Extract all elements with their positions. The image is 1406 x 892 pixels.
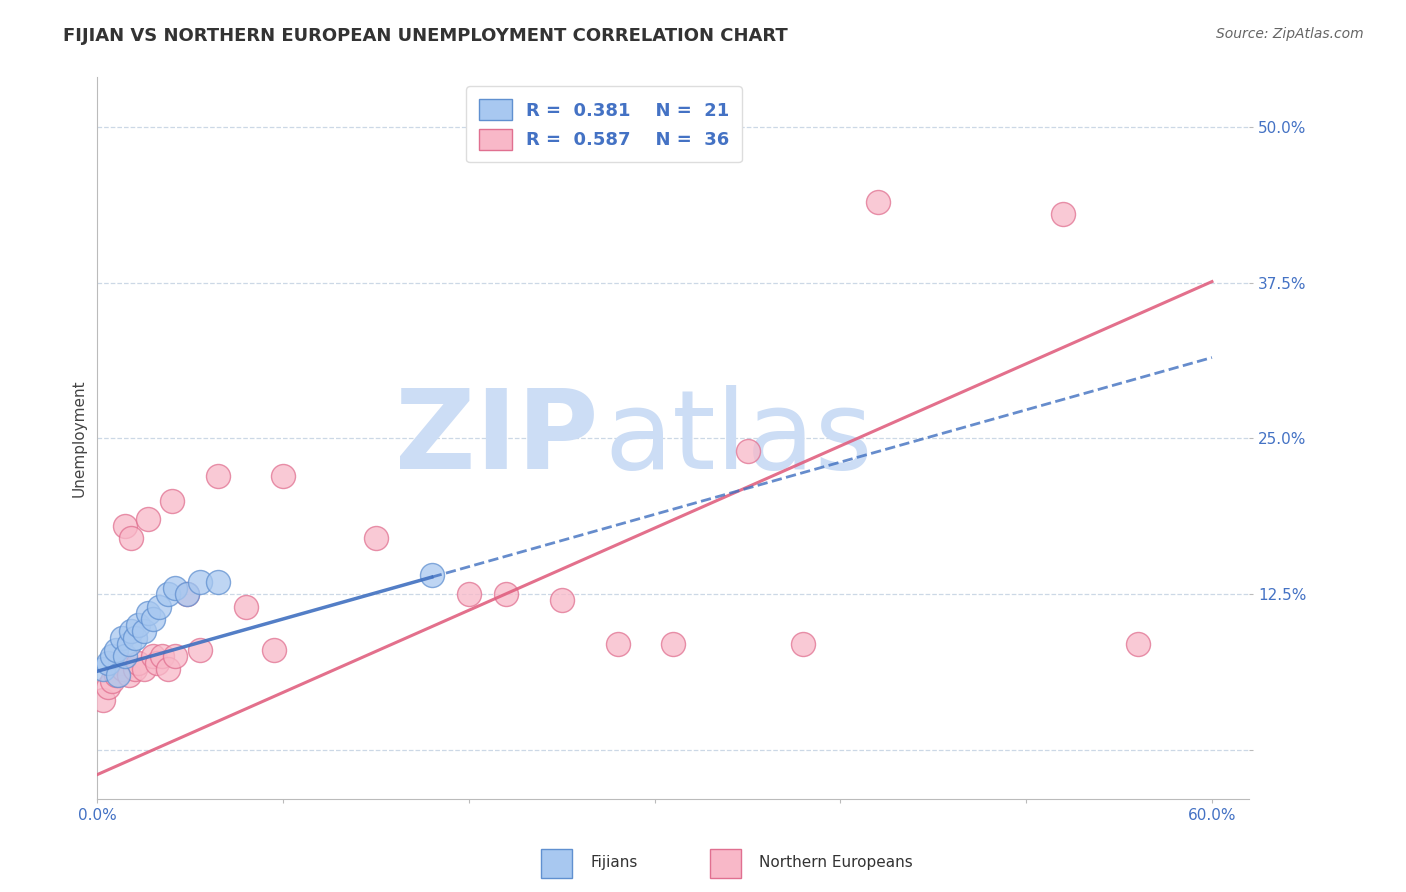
Point [112,662,135,676]
Point [263,643,285,657]
Text: atlas: atlas [605,385,873,492]
Point [156,662,179,676]
Point [364,531,387,545]
Point [207,574,229,589]
Point [188,574,211,589]
Point [118,668,141,682]
Point [104,643,127,657]
Legend: R =  0.381    N =  21, R =  0.587    N =  36: R = 0.381 N = 21, R = 0.587 N = 36 [467,87,742,162]
Text: ZIP: ZIP [395,385,599,492]
Point [1052,207,1074,221]
Point [104,668,127,682]
Point [551,593,574,607]
Text: Northern Europeans: Northern Europeans [759,855,912,870]
Point [91,693,114,707]
Point [120,624,142,639]
Point [127,656,149,670]
Bar [710,848,741,878]
Point [737,443,759,458]
Point [132,662,155,676]
Y-axis label: Unemployment: Unemployment [72,380,86,497]
Point [235,599,257,614]
Text: Source: ZipAtlas.com: Source: ZipAtlas.com [1216,27,1364,41]
Point [101,674,124,689]
Point [662,637,685,651]
Point [606,637,628,651]
Point [146,656,169,670]
Point [124,631,146,645]
Point [495,587,517,601]
Point [114,649,136,664]
Point [107,668,129,682]
Point [136,606,159,620]
Point [271,468,294,483]
Point [118,637,141,651]
Point [188,643,211,657]
Point [176,587,198,601]
Point [160,493,183,508]
Point [91,662,114,676]
Point [97,681,120,695]
Point [136,512,159,526]
Point [207,468,229,483]
Point [866,194,889,209]
Point [150,649,173,664]
Point [792,637,814,651]
Point [127,618,149,632]
Point [101,649,124,664]
Text: FIJIAN VS NORTHERN EUROPEAN UNEMPLOYMENT CORRELATION CHART: FIJIAN VS NORTHERN EUROPEAN UNEMPLOYMENT… [63,27,787,45]
Point [114,518,136,533]
Point [148,599,170,614]
Point [165,581,187,595]
Point [110,631,132,645]
Point [176,587,198,601]
Point [120,531,142,545]
Point [1126,637,1149,651]
Point [165,649,187,664]
Point [420,568,443,582]
Point [156,587,179,601]
Text: Fijians: Fijians [591,855,638,870]
Point [457,587,479,601]
Point [142,649,165,664]
Point [142,612,165,626]
Bar [541,848,572,878]
Point [97,656,120,670]
Point [124,662,146,676]
Point [132,624,155,639]
Point [108,656,131,670]
